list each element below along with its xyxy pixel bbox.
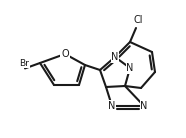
Text: Br: Br [19,59,29,67]
Text: N: N [140,101,148,111]
Text: N: N [126,63,134,73]
Text: Cl: Cl [133,15,143,25]
Text: N: N [111,52,119,62]
Text: O: O [61,49,69,59]
Text: N: N [108,101,116,111]
